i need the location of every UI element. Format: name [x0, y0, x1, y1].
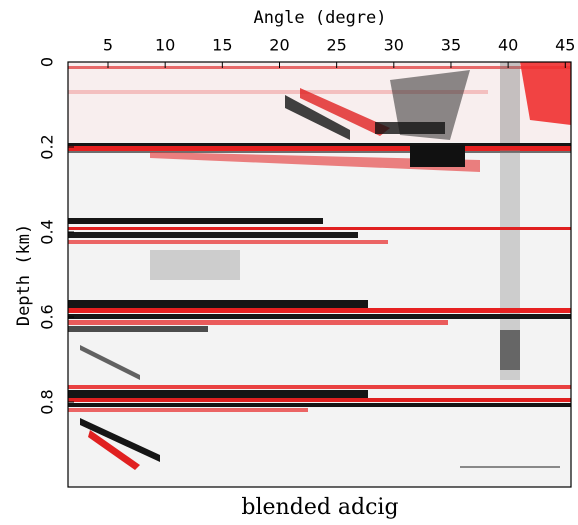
seismic-event — [150, 250, 240, 280]
y-axis-label: Depth (km) — [14, 224, 34, 326]
seismic-event — [68, 151, 571, 153]
seismic-event — [68, 143, 571, 146]
seismic-event — [68, 66, 571, 69]
seismic-event — [150, 152, 480, 172]
seismic-event — [80, 418, 160, 462]
seismic-event — [375, 122, 445, 134]
x-tick-label: 15 — [212, 36, 232, 55]
plot-frame — [67, 61, 572, 488]
seismic-event — [68, 398, 571, 402]
seismic-event — [68, 227, 571, 230]
x-tick-label: 20 — [269, 36, 289, 55]
seismic-event — [68, 314, 571, 319]
seismic-event — [520, 62, 571, 125]
x-tick-label: 10 — [155, 36, 175, 55]
seismic-event — [68, 146, 571, 151]
y-tick-label: 0 — [38, 57, 57, 67]
seismic-event — [68, 218, 323, 224]
seismic-event — [68, 385, 571, 389]
seismic-event — [68, 408, 308, 412]
seismic-event — [285, 95, 350, 140]
x-tick-label: 25 — [326, 36, 346, 55]
x-axis-label: Angle (degre) — [253, 8, 386, 28]
seismic-event — [500, 150, 520, 380]
y-tick-label: 0.8 — [38, 389, 57, 414]
seismic-event — [300, 88, 390, 136]
seismic-event — [68, 90, 488, 94]
seismic-event — [68, 403, 571, 407]
seismic-event — [80, 345, 140, 380]
chart-title: blended adcig — [241, 495, 398, 520]
x-tick-label: 35 — [441, 36, 461, 55]
seismic-event — [460, 466, 560, 468]
seismic-event — [500, 62, 520, 152]
y-tick-label: 0.6 — [38, 304, 57, 329]
seismic-event — [410, 145, 465, 167]
x-tick-label: 45 — [555, 36, 575, 55]
seismic-image — [68, 62, 571, 487]
seismic-event — [88, 430, 140, 470]
seismic-event — [68, 300, 368, 308]
seismic-event — [68, 390, 368, 398]
seismic-event — [68, 240, 388, 244]
seismic-event — [68, 320, 448, 325]
x-tick-label: 30 — [384, 36, 404, 55]
seismic-event — [68, 326, 208, 332]
seismic-event — [500, 330, 520, 370]
x-tick-label: 5 — [103, 36, 113, 55]
y-tick-label: 0.4 — [38, 219, 57, 244]
seismic-event — [68, 232, 358, 238]
x-tick-label: 40 — [498, 36, 518, 55]
y-tick-label: 0.2 — [38, 134, 57, 159]
seismic-event — [68, 308, 571, 313]
